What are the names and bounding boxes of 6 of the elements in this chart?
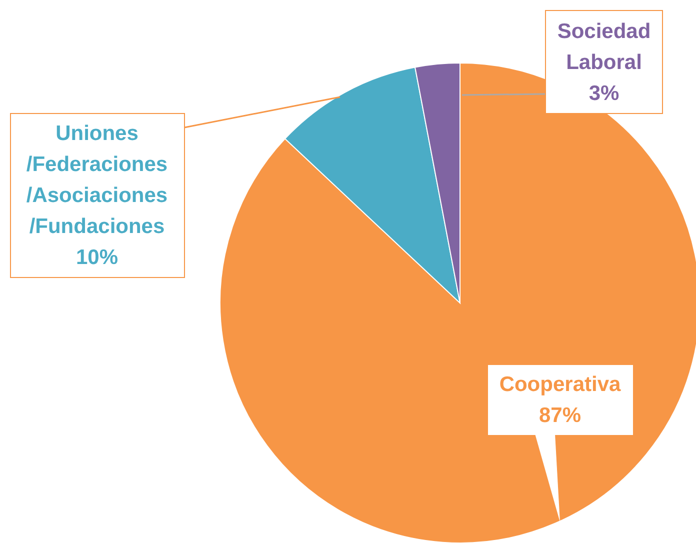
slice-label: Sociedad Laboral bbox=[557, 18, 651, 76]
slice-label: Uniones/Federaciones/Asociaciones/Fundaciones bbox=[26, 120, 168, 240]
slice-label: Cooperativa bbox=[499, 372, 621, 398]
data-label: 87% bbox=[538, 403, 582, 429]
data-label: 10% bbox=[76, 244, 118, 270]
data-label: 3% bbox=[588, 80, 620, 106]
